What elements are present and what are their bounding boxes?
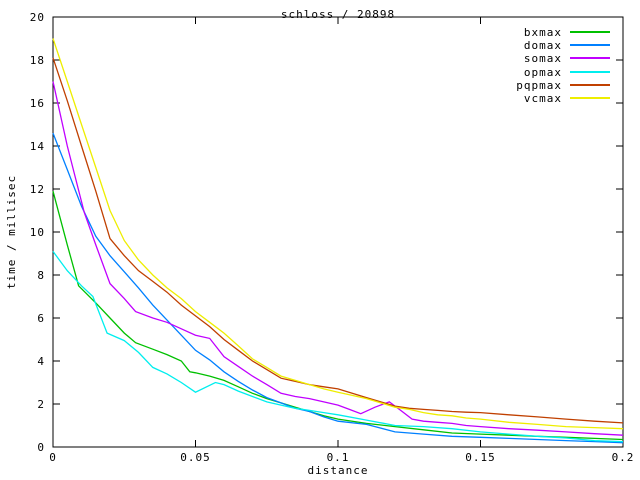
legend-label-somax: somax	[524, 52, 562, 65]
legend-label-domax: domax	[524, 39, 562, 52]
chart-title: schloss / 20898	[281, 8, 395, 21]
legend-label-bxmax: bxmax	[524, 26, 562, 39]
legend-label-vcmax: vcmax	[524, 92, 562, 105]
y-tick-label: 16	[30, 97, 45, 110]
series-line-bxmax	[52, 191, 624, 441]
y-tick-label: 0	[37, 441, 45, 454]
series-line-somax	[52, 81, 624, 436]
y-tick-label: 6	[37, 312, 45, 325]
x-tick-label: 0.05	[180, 451, 211, 464]
series-line-pqpmax	[52, 57, 624, 424]
x-axis-label: distance	[308, 464, 369, 477]
legend: bxmax domax somax opmax pqpmax vcmax	[516, 26, 610, 105]
series-line-vcmax	[52, 38, 624, 430]
plot-area: 0 0.05 0.1 0.15 0.2 0 2 4 6 8 10 12 14 16 18 20	[30, 11, 635, 464]
y-tick-label: 18	[30, 54, 45, 67]
y-tick-label: 12	[30, 183, 45, 196]
x-tick-label: 0.2	[612, 451, 635, 464]
y-tick-label: 8	[37, 269, 45, 282]
legend-label-pqpmax: pqpmax	[516, 79, 562, 92]
legend-label-opmax: opmax	[524, 66, 562, 79]
x-tick-label: 0.15	[465, 451, 496, 464]
y-axis-label: time / millisec	[5, 175, 18, 289]
y-tick-label: 2	[37, 398, 45, 411]
y-tick-label: 10	[30, 226, 45, 239]
y-tick-label: 14	[30, 140, 45, 153]
y-tick-label: 20	[30, 11, 45, 24]
y-tick-label: 4	[37, 355, 45, 368]
series-line-domax	[52, 132, 624, 444]
x-tick-label: 0	[49, 451, 57, 464]
series-line-opmax	[52, 251, 624, 443]
x-tick-label: 0.1	[327, 451, 350, 464]
